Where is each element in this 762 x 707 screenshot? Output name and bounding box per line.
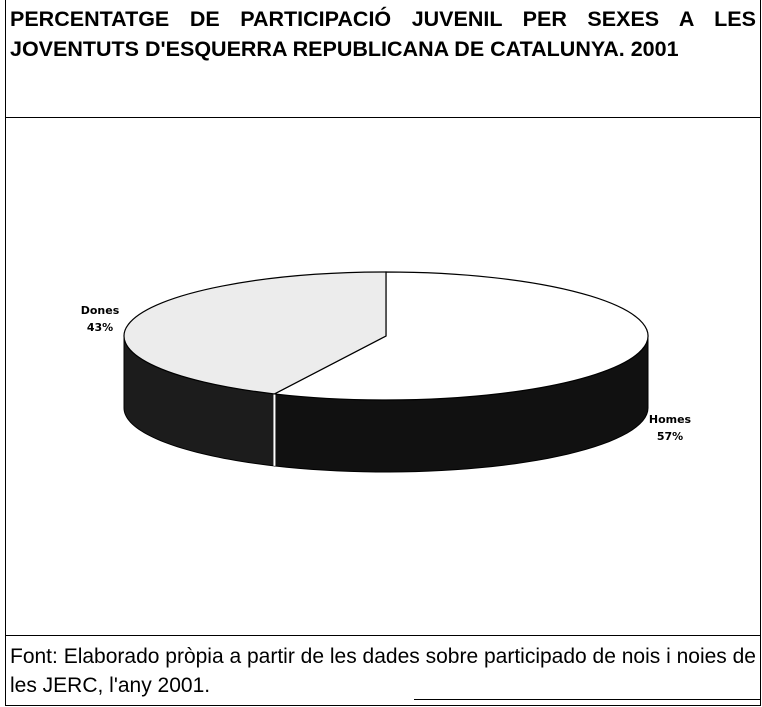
slice-value-label: 57% [657,430,683,443]
divider [6,635,760,636]
divider [6,117,760,118]
underline [414,699,760,700]
slice-label: Dones [81,304,120,317]
pie-slice [123,271,387,395]
pie-slice [272,271,649,401]
chart-title: PERCENTATGE DE PARTICIPACIÓ JUVENIL PER … [10,7,756,61]
slice-value-label: 43% [87,321,113,334]
frame: PERCENTATGE DE PARTICIPACIÓ JUVENIL PER … [5,0,761,706]
slice-label: Homes [649,413,692,426]
source-note: Font: Elaborado pròpia a partir de les d… [10,645,756,697]
